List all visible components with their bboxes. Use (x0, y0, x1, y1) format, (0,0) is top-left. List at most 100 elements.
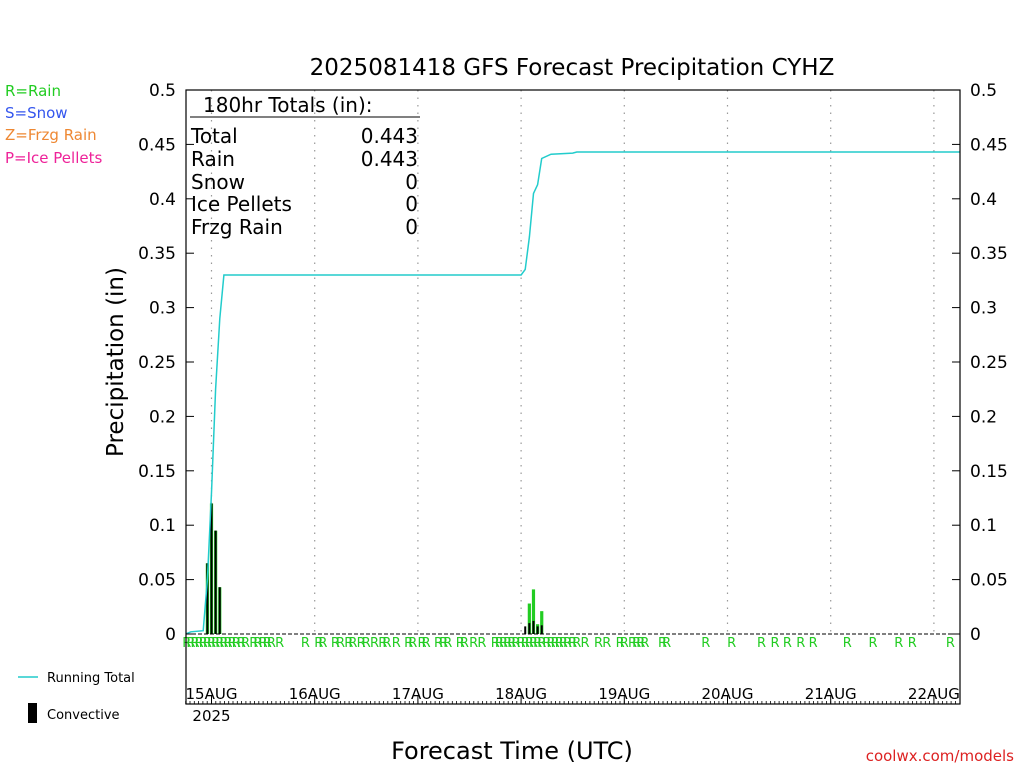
rain-mark: R (868, 636, 877, 651)
totals-value-ice-pellets: 0 (405, 192, 418, 216)
y-axis-ticks: 0 00.05 0.050.1 0.10.15 0.150.2 0.20.25 0.250.… (138, 81, 1008, 645)
rain-mark: R (757, 636, 766, 651)
rain-mark: R (620, 636, 629, 651)
rain-mark: R (344, 636, 353, 651)
y-tick-label-left: 0.35 (138, 244, 176, 264)
rain-mark: R (186, 636, 195, 651)
precipitation-bars (205, 503, 544, 634)
rain-mark: R (318, 636, 327, 651)
rain-mark: R (568, 636, 577, 651)
rain-mark: R (378, 636, 387, 651)
y-tick-label-right: 0.35 (970, 244, 1008, 264)
rain-mark: R (382, 636, 391, 651)
rain-mark: R (211, 636, 220, 651)
rain-mark: R (469, 636, 478, 651)
rain-mark: R (237, 636, 246, 651)
rain-mark: R (542, 636, 551, 651)
rain-mark: R (594, 636, 603, 651)
series-legend: Running Total Convective (18, 671, 135, 723)
precip-type-legend: R=Rain S=Snow Z=Frzg Rain P=Ice Pellets (5, 82, 102, 167)
y-tick-label-left: 0.5 (149, 81, 176, 101)
y-tick-label-left: 0.45 (138, 135, 176, 155)
rain-mark: R (517, 636, 526, 651)
x-axis-ticks: 15AUG 2025 16AUG 17AUG 18AUG 19AUG 20AUG 21AUG 2… (185, 685, 960, 725)
rain-mark: R (207, 636, 216, 651)
rain-mark: R (460, 636, 469, 651)
rain-mark: R (370, 636, 379, 651)
rain-mark: R (511, 636, 520, 651)
rain-mark: R (495, 636, 504, 651)
rain-mark: R (559, 636, 568, 651)
rain-mark: R (182, 636, 191, 651)
y-tick-label-left: 0 (165, 625, 176, 645)
rain-mark: R (362, 636, 371, 651)
x-axis-label: Forecast Time (UTC) (391, 737, 633, 765)
running-total-line (185, 151, 960, 635)
totals-label-frzg-rain: Frzg Rain (191, 215, 283, 239)
y-tick-label-left: 0.15 (138, 462, 176, 482)
convective-bar (218, 587, 221, 634)
rain-mark: R (348, 636, 357, 651)
rain-mark: R (908, 636, 917, 651)
y-tick-label-right: 0.4 (970, 190, 997, 210)
y-axis-label: Precipitation (in) (103, 267, 129, 457)
convective-bar (206, 563, 209, 634)
rain-mark: R (331, 636, 340, 651)
chart-title: 2025081418 GFS Forecast Precipitation CY… (310, 55, 835, 81)
convective-bar (210, 503, 213, 634)
convective-bar (540, 625, 543, 634)
rain-mark: R (190, 636, 199, 651)
rain-mark: R (336, 636, 345, 651)
totals-value-total: 0.443 (361, 124, 418, 148)
convective-bar (524, 626, 527, 634)
rain-mark: R (602, 636, 611, 651)
totals-label-rain: Rain (191, 147, 235, 171)
legend-ice-pellets: P=Ice Pellets (5, 149, 102, 167)
rain-mark: R (263, 636, 272, 651)
precip-bar (540, 611, 544, 634)
rain-mark: R (507, 636, 516, 651)
totals-label-total: Total (190, 124, 238, 148)
rain-mark: R (809, 636, 818, 651)
legend-frzg-rain: Z=Frzg Rain (5, 126, 97, 144)
y-tick-label-right: 0.1 (970, 516, 997, 536)
y-tick-label-right: 0.2 (970, 407, 997, 427)
rain-mark: R (275, 636, 284, 651)
y-tick-label-right: 0.3 (970, 299, 997, 319)
rain-mark: R (616, 636, 625, 651)
rain-mark: R (537, 636, 546, 651)
rain-mark: R (662, 636, 671, 651)
totals-box: 180hr Totals (in): Total 0.443 Rain 0.44… (190, 93, 420, 239)
x-tick-label: 19AUG (598, 685, 650, 703)
rain-mark: R (628, 636, 637, 651)
rain-mark: R (499, 636, 508, 651)
y-tick-label-left: 0.1 (149, 516, 176, 536)
rain-mark: R (434, 636, 443, 651)
rain-mark: R (443, 636, 452, 651)
y-tick-label-left: 0.05 (138, 571, 176, 591)
rain-mark: R (658, 636, 667, 651)
y-tick-label-right: 0 (970, 625, 981, 645)
running-total-legend-label: Running Total (47, 671, 135, 686)
x-tick-label: 20AUG (702, 685, 754, 703)
x-tick-label: 21AUG (805, 685, 857, 703)
x-tick-label: 15AUG (186, 685, 238, 703)
y-tick-label-right: 0.05 (970, 571, 1008, 591)
totals-header: 180hr Totals (in): (203, 93, 373, 117)
rain-mark: R (894, 636, 903, 651)
rain-mark: R (314, 636, 323, 651)
rain-mark: R (572, 636, 581, 651)
totals-label-snow: Snow (191, 170, 245, 194)
rain-mark: R (228, 636, 237, 651)
convective-bar (214, 530, 217, 634)
rain-mark: R (783, 636, 792, 651)
rain-mark: R (253, 636, 262, 651)
plot-frame (185, 89, 961, 705)
y-tick-label-right: 0.5 (970, 81, 997, 101)
rain-mark: R (223, 636, 232, 651)
legend-rain: R=Rain (5, 82, 61, 100)
rain-mark: R (701, 636, 710, 651)
convective-swatch (28, 703, 37, 723)
rain-mark: R (727, 636, 736, 651)
